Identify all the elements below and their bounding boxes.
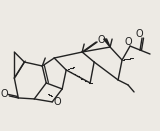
Polygon shape (104, 39, 110, 47)
Text: O: O (0, 89, 8, 99)
Text: O: O (97, 35, 105, 45)
Text: O: O (124, 37, 132, 47)
Text: O: O (53, 97, 61, 107)
Text: O: O (135, 29, 143, 39)
